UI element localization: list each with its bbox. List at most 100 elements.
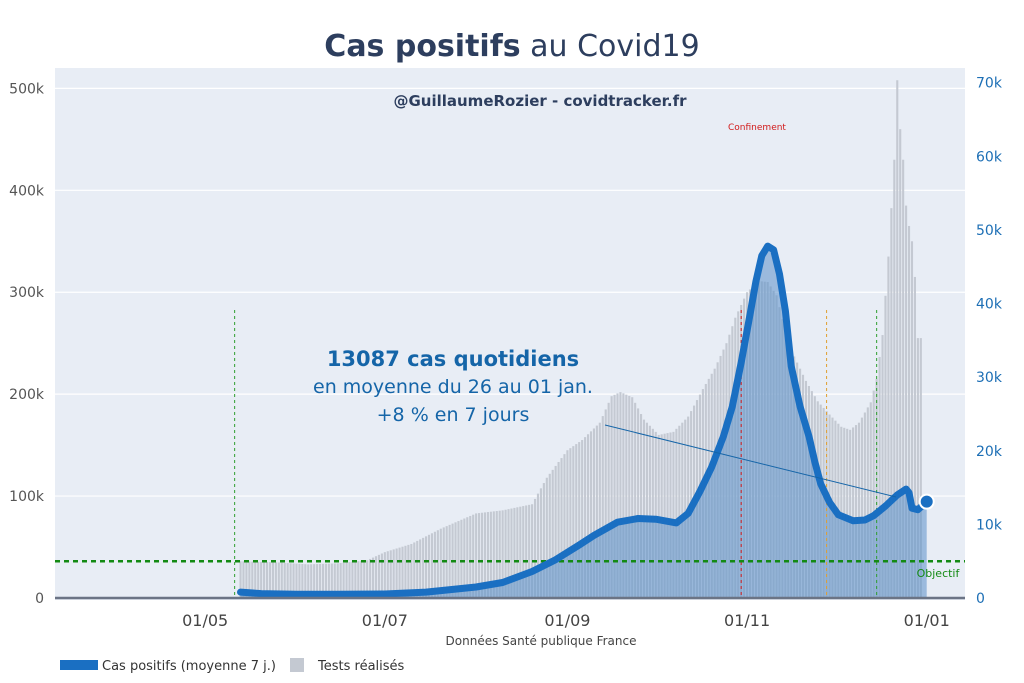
tests-bar (863, 412, 866, 598)
tests-bar (654, 431, 657, 598)
x-tick-label: 01/09 (544, 611, 590, 630)
tests-bar (672, 431, 675, 598)
tests-bar (395, 548, 398, 598)
tests-bar (489, 511, 492, 598)
tests-bar (292, 563, 295, 598)
tests-bar (268, 562, 272, 598)
y-right-tick-label: 50k (976, 223, 1003, 239)
last-point-marker (918, 493, 935, 510)
tests-bar (560, 458, 563, 598)
tests-bar (265, 562, 269, 598)
source-label: Données Santé publique France (446, 634, 637, 648)
tests-bar (572, 446, 575, 598)
tests-bar (849, 429, 852, 598)
tests-bar (516, 507, 519, 598)
tests-bar (348, 562, 351, 598)
legend-tests-label: Tests réalisés (317, 659, 405, 674)
tests-bar (843, 427, 846, 598)
tests-bar (380, 553, 383, 598)
tests-bar (881, 335, 884, 598)
cases-line-group (237, 242, 935, 598)
tests-bar (404, 545, 407, 598)
tests-bar (513, 507, 516, 598)
tests-bar (416, 540, 419, 598)
tests-bar (271, 562, 274, 598)
tests-bar (551, 469, 554, 598)
tests-bar (528, 504, 531, 598)
tests-bar (366, 560, 369, 598)
tests-bar (239, 561, 242, 598)
tests-bar (357, 561, 360, 598)
objectif-label: Objectif (917, 567, 961, 580)
tests-bar (369, 558, 372, 598)
tests-bar (604, 409, 607, 598)
tests-bar (248, 561, 251, 598)
cases-line (237, 242, 931, 598)
tests-bar (295, 563, 298, 598)
tests-bar (536, 493, 540, 598)
tests-bar (289, 563, 292, 598)
tests-bar (525, 505, 528, 598)
legend-tests-swatch (290, 658, 304, 672)
y-left-tick-label: 500k (9, 81, 45, 97)
tests-bar (557, 462, 560, 598)
tests-bar (601, 416, 604, 598)
tests-bar (274, 562, 277, 598)
tests-bar (651, 428, 654, 598)
title-rest: au Covid19 (521, 29, 700, 64)
tests-bar (905, 205, 908, 598)
tests-bar (313, 564, 316, 598)
tests-bar (589, 431, 593, 598)
tests-bar (872, 390, 875, 598)
legend-cases-swatch (60, 660, 98, 670)
tests-bar (436, 530, 439, 598)
tests-bar (307, 564, 310, 598)
tests-bar (466, 517, 469, 598)
tests-bar (498, 510, 501, 598)
tests-bar (878, 356, 881, 598)
tests-bar (548, 473, 551, 598)
tests-bar (371, 557, 375, 598)
tests-bar (430, 533, 434, 598)
tests-bar (660, 434, 663, 598)
tests-bar (678, 425, 681, 598)
tests-bar (260, 561, 263, 598)
tests-bar (648, 425, 651, 598)
confinement-label: Confinement (728, 123, 786, 133)
tests-bar (639, 414, 643, 598)
tests-bar (339, 563, 342, 598)
tests-bar (386, 551, 389, 598)
tests-bar (442, 527, 445, 598)
tests-bar (427, 534, 431, 598)
y-left-tick-label: 0 (35, 591, 44, 607)
tests-bar (298, 563, 301, 598)
tests-bar (681, 422, 684, 598)
tests-bar (333, 563, 336, 598)
tests-bar (575, 444, 578, 598)
tests-bar (890, 208, 893, 598)
tests-bar (586, 434, 590, 598)
tests-bar (913, 276, 916, 598)
tests-bar (486, 512, 489, 598)
tests-bar (263, 561, 266, 598)
tests-bar (631, 397, 634, 598)
tests-bar (637, 408, 640, 598)
tests-bar (401, 546, 404, 598)
tests-bar (345, 562, 348, 598)
tests-bar (318, 563, 322, 598)
tests-bar (245, 561, 248, 598)
tests-bar (469, 515, 472, 598)
tests-bar (419, 539, 422, 598)
x-tick-label: 01/05 (182, 611, 228, 630)
tests-bar (919, 338, 922, 598)
tests-bar (495, 511, 498, 598)
tests-bar (492, 511, 495, 598)
tests-bar (383, 552, 386, 598)
tests-bar (377, 554, 381, 598)
y-right-tick-label: 30k (976, 370, 1003, 386)
y-right-tick-label: 10k (976, 517, 1003, 533)
y-right-tick-label: 20k (976, 444, 1003, 460)
tests-bar (860, 417, 863, 598)
tests-bar (669, 432, 672, 598)
annotation-line1: 13087 cas quotidiens (327, 347, 579, 371)
